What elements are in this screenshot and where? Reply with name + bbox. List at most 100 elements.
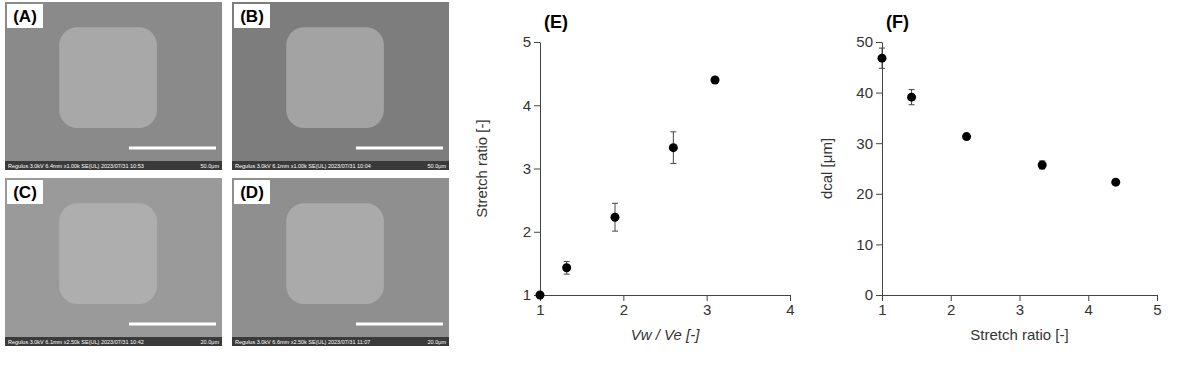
y-tick: 50: [856, 33, 882, 50]
point: [878, 54, 887, 63]
image-shade: [59, 27, 157, 128]
x-tick-label: 4: [1085, 301, 1093, 318]
image-panel: Regulus 3.0kV 6.6mm x2.50k SE(UL) 2023/0…: [232, 178, 449, 346]
y-tick-label: 5: [523, 33, 531, 50]
panel-label: (D): [240, 183, 264, 202]
error-cap: [909, 104, 915, 105]
y-tick: 4: [523, 97, 540, 114]
y-tick-label: 50: [856, 33, 873, 50]
y-tick-mark: [534, 169, 540, 170]
x-tick-label: 1: [536, 301, 544, 318]
y-tick-label: 0: [865, 286, 873, 303]
plot-area: [878, 48, 1121, 187]
y-tick-mark: [876, 244, 882, 245]
y-tick-label: 30: [856, 135, 873, 152]
y-tick-mark: [534, 42, 540, 43]
image-info: Regulus 3.0kV 6.1mm x1.00k SE(UL) 2023/0…: [235, 163, 371, 169]
x-tick-label: 3: [1016, 301, 1024, 318]
y-tick-mark: [876, 194, 882, 195]
scale-bar: [356, 323, 443, 326]
y-tick-label: 10: [856, 236, 873, 253]
y-tick: 20: [856, 185, 882, 202]
error-cap: [564, 261, 570, 262]
label-box: [234, 4, 270, 28]
scale-text: 20.0μm: [428, 339, 447, 345]
image-shade: [286, 203, 384, 304]
info-bar: [5, 161, 222, 170]
scale-text: 50.0μm: [428, 163, 447, 169]
y-axis: 1 2 3 4 5: [523, 33, 541, 303]
info-bar: [5, 337, 222, 346]
x-tick-label: 2: [620, 301, 628, 318]
y-tick-mark: [876, 93, 882, 94]
label-box: [234, 180, 270, 204]
x-tick-label: 2: [947, 301, 955, 318]
figure: Regulus 3.0kV 6.4mm x1.00k SE(UL) 2023/0…: [0, 0, 1200, 377]
chart-title: (F): [886, 12, 909, 32]
info-bar: [232, 337, 449, 346]
y-tick: 2: [523, 223, 540, 240]
x-tick: 3: [703, 295, 711, 318]
x-tick: 4: [1085, 295, 1093, 318]
y-tick-mark: [876, 143, 882, 144]
y-tick-mark: [534, 232, 540, 233]
label-box: [7, 4, 43, 28]
error-cap: [612, 203, 618, 204]
y-tick-label: 4: [523, 97, 531, 114]
x-tick-label: 4: [786, 301, 794, 318]
error-cap: [670, 163, 676, 164]
x-tick: 2: [620, 295, 628, 318]
chart: 123412345(E)Vw / Ve [-]Stretch ratio [-]: [473, 12, 795, 343]
y-tick-label: 40: [856, 84, 873, 101]
x-tick: 3: [1016, 295, 1024, 318]
x-axis-title: Vw / Ve [-]: [631, 326, 700, 343]
y-axis-line: [540, 43, 541, 296]
point: [1111, 178, 1120, 187]
x-tick-label: 1: [878, 301, 886, 318]
y-tick: 3: [523, 160, 540, 177]
point: [962, 132, 971, 141]
x-tick: 2: [947, 295, 955, 318]
plot-area: [536, 75, 720, 299]
error-cap: [564, 274, 570, 275]
error-cap: [879, 68, 885, 69]
y-tick-mark: [876, 295, 882, 296]
y-tick-mark: [534, 105, 540, 106]
y-tick: 40: [856, 84, 882, 101]
y-tick-label: 20: [856, 185, 873, 202]
y-tick-label: 2: [523, 223, 531, 240]
scale-bar: [129, 147, 216, 150]
image-shade: [59, 203, 157, 304]
panel-label: (A): [13, 7, 37, 26]
x-tick: 4: [786, 295, 794, 318]
chart-title: (E): [544, 12, 568, 32]
image-background: [232, 178, 449, 346]
info-bar: [232, 161, 449, 170]
image-info: Regulus 3.0kV 6.4mm x1.00k SE(UL) 2023/0…: [8, 163, 144, 169]
x-tick-label: 3: [703, 301, 711, 318]
point: [669, 143, 678, 152]
image-info: Regulus 3.0kV 6.1mm x2.50k SE(UL) 2023/0…: [8, 339, 144, 345]
image-panel: Regulus 3.0kV 6.1mm x1.00k SE(UL) 2023/0…: [232, 2, 449, 170]
y-tick-label: 1: [523, 286, 531, 303]
error-cap: [612, 231, 618, 232]
scale-bar: [129, 323, 216, 326]
x-axis-title: Stretch ratio [-]: [970, 326, 1068, 343]
y-tick-mark: [876, 42, 882, 43]
y-axis: 0 10 20 30 40 50: [856, 33, 882, 303]
point: [611, 213, 620, 222]
image-background: [232, 2, 449, 170]
image-background: [5, 178, 222, 346]
scale-text: 50.0μm: [201, 163, 220, 169]
chart: 1234501020304050(F)Stretch ratio [-]dcal…: [818, 12, 1162, 343]
image-panel: Regulus 3.0kV 6.4mm x1.00k SE(UL) 2023/0…: [5, 2, 222, 170]
label-box: [7, 180, 43, 204]
x-tick: 5: [1153, 295, 1161, 318]
error-cap: [909, 89, 915, 90]
y-tick: 10: [856, 236, 882, 253]
image-info: Regulus 3.0kV 6.6mm x2.50k SE(UL) 2023/0…: [235, 339, 370, 345]
x-tick: 1: [878, 295, 886, 318]
x-tick-label: 5: [1153, 301, 1161, 318]
y-axis-title: dcal [μm]: [818, 138, 835, 199]
point: [536, 291, 545, 300]
